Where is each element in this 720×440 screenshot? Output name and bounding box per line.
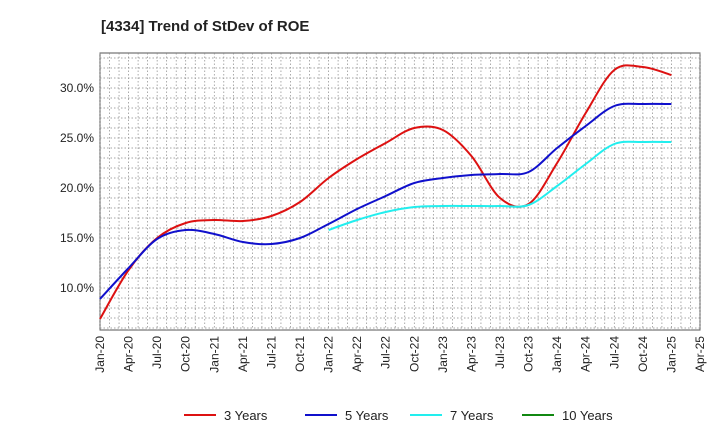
- chart-title: [4334] Trend of StDev of ROE: [101, 18, 309, 35]
- y-tick-label: 20.0%: [60, 181, 94, 195]
- x-tick-label: Jul-20: [150, 336, 164, 369]
- x-tick-label: Jul-21: [264, 336, 278, 369]
- x-tick-label: Jul-24: [607, 336, 621, 369]
- legend-label: 10 Years: [562, 408, 613, 423]
- x-tick-label: Jan-21: [207, 336, 221, 373]
- x-tick-label: Jan-25: [664, 336, 678, 373]
- plot-area: [99, 52, 701, 331]
- x-tick-label: Apr-22: [350, 336, 364, 372]
- x-tick-label: Apr-20: [122, 336, 136, 372]
- legend-label: 7 Years: [450, 408, 494, 423]
- grid-lines: [99, 53, 701, 330]
- x-tick-label: Apr-23: [464, 336, 478, 372]
- legend-item-5-years: 5 Years: [305, 408, 389, 423]
- series-line-5-years: [99, 102, 672, 300]
- x-tick-label: Jul-23: [493, 336, 507, 369]
- x-axis-ticks: Jan-20 Apr-20 Jul-20 Oct-20 Jan-21 Apr-21 Jul-…: [93, 336, 707, 373]
- x-tick-label: Oct-20: [179, 336, 193, 372]
- series-line-3-years: [99, 64, 672, 320]
- x-tick-label: Oct-21: [293, 336, 307, 372]
- x-tick-label: Apr-24: [579, 336, 593, 372]
- x-tick-label: Jan-24: [550, 336, 564, 373]
- x-tick-label: Oct-22: [407, 336, 421, 372]
- x-tick-label: Apr-25: [693, 336, 707, 372]
- y-tick-label: 30.0%: [60, 81, 94, 95]
- series-line-7-years: [328, 140, 672, 231]
- x-tick-label: Oct-23: [522, 336, 536, 372]
- y-axis-ticks: 10.0% 15.0% 20.0% 25.0% 30.0%: [60, 81, 94, 295]
- x-tick-label: Apr-21: [236, 336, 250, 372]
- legend-item-3-years: 3 Years: [184, 408, 268, 423]
- legend-item-10-years: 10 Years: [522, 408, 613, 423]
- x-tick-label: Jan-20: [93, 336, 107, 373]
- y-tick-label: 15.0%: [60, 231, 94, 245]
- x-tick-label: Jan-23: [436, 336, 450, 373]
- series-lines: [99, 64, 672, 320]
- y-tick-label: 25.0%: [60, 131, 94, 145]
- x-tick-label: Jan-22: [322, 336, 336, 373]
- legend-label: 3 Years: [224, 408, 268, 423]
- y-tick-label: 10.0%: [60, 281, 94, 295]
- x-tick-label: Jul-22: [379, 336, 393, 369]
- legend: 3 Years 5 Years 7 Years 10 Years: [184, 408, 613, 423]
- legend-item-7-years: 7 Years: [410, 408, 494, 423]
- legend-label: 5 Years: [345, 408, 389, 423]
- x-tick-label: Oct-24: [636, 336, 650, 372]
